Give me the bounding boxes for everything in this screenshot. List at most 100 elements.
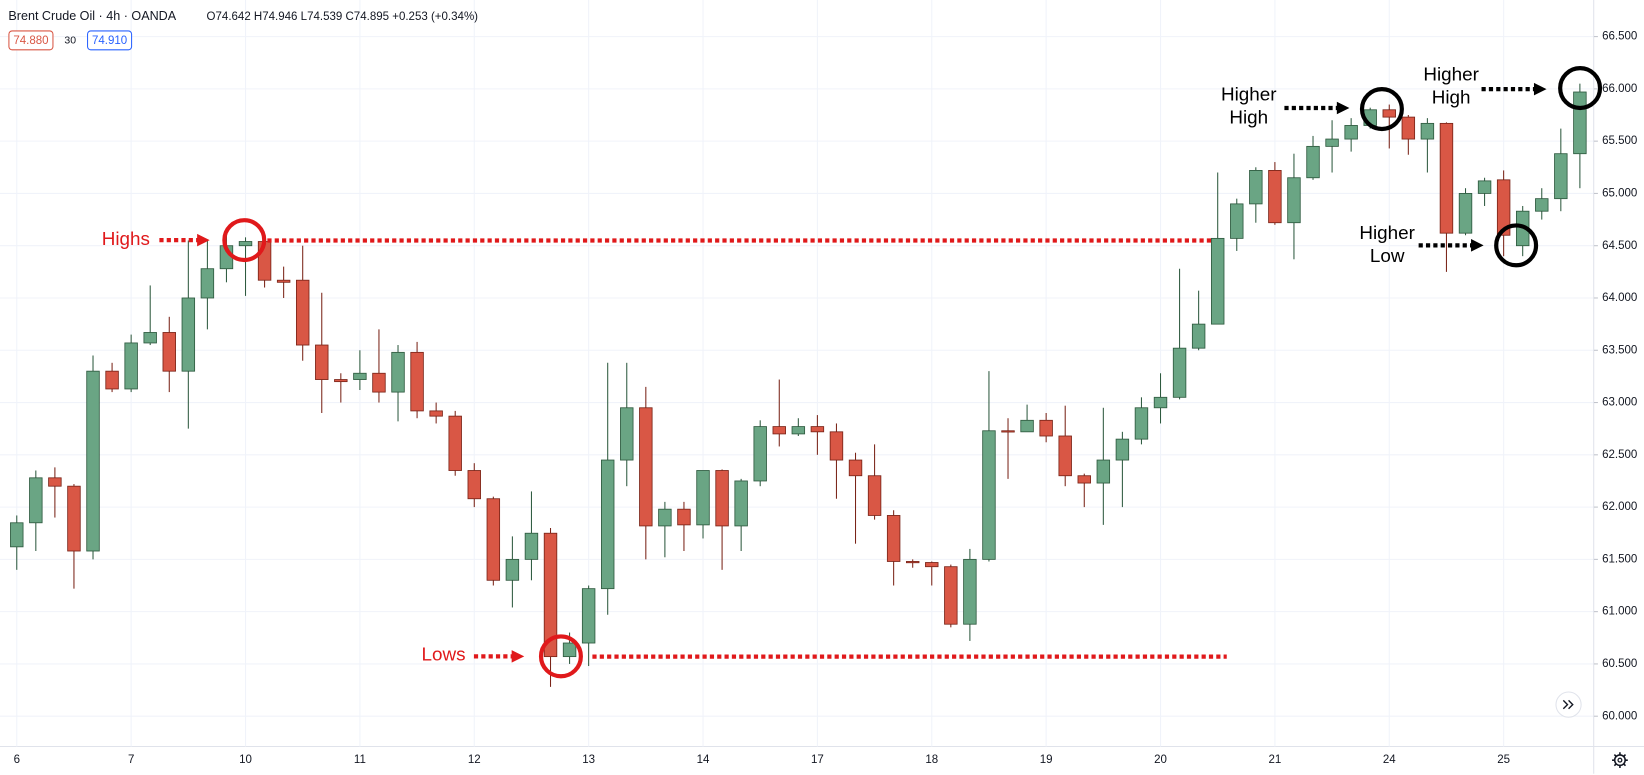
- candle-body: [181, 297, 196, 372]
- ohlc-header: O74.642 H74.946 L74.539 C74.895 +0.253 (…: [207, 11, 479, 23]
- annotation-text: Highs: [102, 228, 150, 249]
- annotation-circle: [1558, 66, 1603, 111]
- candle-body: [1573, 91, 1587, 155]
- annotation-circle: [1494, 223, 1539, 268]
- annotation-text: Low: [1370, 245, 1405, 266]
- y-tick-label: 65.000: [1602, 187, 1637, 199]
- button-circle[interactable]: [1555, 691, 1582, 718]
- x-tick-label: 6: [14, 754, 20, 766]
- candle-body: [1210, 237, 1225, 325]
- candle-body: [67, 485, 81, 552]
- y-tick-label: 62.000: [1602, 501, 1637, 513]
- candle-body: [791, 426, 806, 435]
- x-tick-label: 13: [582, 754, 595, 766]
- candle-body: [1496, 179, 1511, 236]
- candle-body: [124, 342, 138, 390]
- candle-body: [1230, 203, 1244, 239]
- candle-body: [963, 558, 977, 625]
- candle-body: [505, 558, 520, 581]
- candle-body: [658, 508, 672, 527]
- annotation-text: Higher: [1359, 222, 1415, 243]
- candle-body: [1115, 438, 1130, 461]
- candle-body: [1096, 459, 1111, 484]
- candle-body: [1458, 193, 1473, 234]
- candle-body: [276, 279, 291, 283]
- candle-body: [1420, 122, 1435, 140]
- x-tick-label: 20: [1154, 754, 1167, 766]
- candle-body: [86, 370, 100, 552]
- candle-body: [10, 522, 24, 548]
- candle-body: [829, 431, 844, 461]
- candle-body: [696, 470, 710, 526]
- candle-body: [1020, 419, 1034, 433]
- candle-body: [905, 561, 920, 564]
- candle-body: [639, 407, 653, 527]
- y-tick-label: 60.500: [1602, 658, 1637, 670]
- candle-body: [620, 407, 634, 461]
- candle-body: [543, 532, 558, 658]
- candle-body: [1077, 475, 1091, 484]
- candle-body: [1153, 396, 1168, 409]
- annotation-arrowhead: [511, 650, 525, 663]
- annotation-text: Higher: [1221, 83, 1277, 104]
- candle-body: [944, 566, 958, 625]
- candle-body: [1249, 170, 1263, 205]
- x-tick-label: 18: [925, 754, 938, 766]
- candle-body: [1401, 116, 1416, 140]
- x-tick-label: 25: [1497, 754, 1510, 766]
- candle-body: [753, 426, 767, 482]
- scroll-to-realtime-button[interactable]: [1555, 691, 1582, 718]
- candle-body: [1554, 153, 1568, 200]
- candle-body: [982, 430, 996, 560]
- annotation-circle: [538, 634, 583, 679]
- candle-body: [353, 372, 367, 380]
- candle-body: [334, 379, 348, 383]
- candle-body: [734, 480, 748, 527]
- candle-body: [1001, 430, 1015, 433]
- candle-body: [867, 475, 882, 516]
- annotation-text: High: [1229, 106, 1268, 127]
- candle-body: [772, 426, 786, 435]
- y-tick-label: 62.500: [1602, 449, 1637, 461]
- y-tick-label: 64.500: [1602, 240, 1637, 252]
- settings-button[interactable]: [1612, 752, 1628, 769]
- candle-body: [467, 470, 481, 500]
- candle-body: [162, 332, 176, 372]
- y-tick-label: 61.500: [1602, 553, 1637, 565]
- chart-title: Brent Crude Oil · 4h · OANDA: [8, 9, 176, 23]
- candle-body: [48, 477, 62, 487]
- ask-price[interactable]: 74.910: [92, 35, 127, 47]
- candle-body: [372, 372, 386, 393]
- candle-body: [1134, 407, 1149, 440]
- annotation-text: Higher: [1423, 63, 1479, 84]
- annotation-circle: [1359, 87, 1404, 132]
- x-tick-label: 17: [811, 754, 824, 766]
- y-tick-label: 65.500: [1602, 135, 1637, 147]
- candle-body: [200, 268, 215, 299]
- candle-body: [1535, 198, 1549, 212]
- candle-body: [524, 532, 539, 560]
- candle-body: [1039, 419, 1053, 437]
- candle-body: [600, 459, 615, 590]
- candle-body: [925, 562, 939, 568]
- annotation-arrowhead: [197, 233, 210, 247]
- x-tick-label: 14: [697, 754, 710, 766]
- candle-body: [29, 477, 43, 524]
- y-tick-label: 60.000: [1602, 710, 1637, 722]
- button-icon[interactable]: [1562, 699, 1574, 710]
- candle-body: [391, 351, 405, 393]
- gear-teeth[interactable]: [1612, 752, 1628, 769]
- x-tick-label: 10: [239, 754, 252, 766]
- y-tick-label: 64.000: [1602, 292, 1637, 304]
- candles: [10, 83, 1587, 687]
- candle-body: [1268, 170, 1282, 224]
- bid-box[interactable]: [8, 30, 54, 51]
- gear-hub[interactable]: [1617, 757, 1623, 763]
- bid-price[interactable]: 74.880: [13, 35, 48, 47]
- ask-box[interactable]: [87, 30, 133, 51]
- candle-body: [581, 588, 596, 644]
- spread: 30: [64, 36, 76, 47]
- annotation-circle: [222, 218, 267, 263]
